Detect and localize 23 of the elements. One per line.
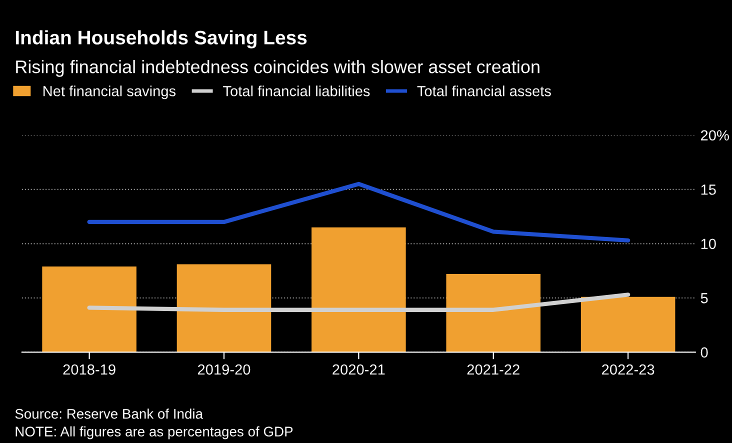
bar [312,227,406,352]
y-tick-label: 0 [700,347,708,358]
bar [42,266,136,352]
x-tick-label: 2021-22 [467,364,520,375]
y-tick-label: 20% [700,130,729,141]
x-tick-label: 2019-20 [198,364,250,375]
text: NOTE: All figures are as percentages of GDP [16,426,293,440]
bar [580,296,676,352]
line-series [87,182,630,242]
y-tick-label: 10 [701,238,716,250]
bar [446,274,541,352]
chart-subtitle: Rising financial indebtedness coincides with slower asset creation [16,60,540,77]
chart-title: Indian Households Saving Less [16,30,307,48]
source-note: Source: Reserve Bank of India [15,408,204,419]
x-tick-label: 2020-21 [332,364,385,375]
legend-label: Net financial savings [44,86,176,100]
legend-label: Total financial assets [417,86,551,96]
y-tick-label: 5 [700,293,708,304]
y-tick-label: 15 [701,184,716,195]
bar [176,264,272,352]
x-tick-label: 2018-19 [63,364,116,375]
legend-label: Total financial liabilities [223,86,370,96]
x-tick-label: 2022-23 [602,364,654,375]
